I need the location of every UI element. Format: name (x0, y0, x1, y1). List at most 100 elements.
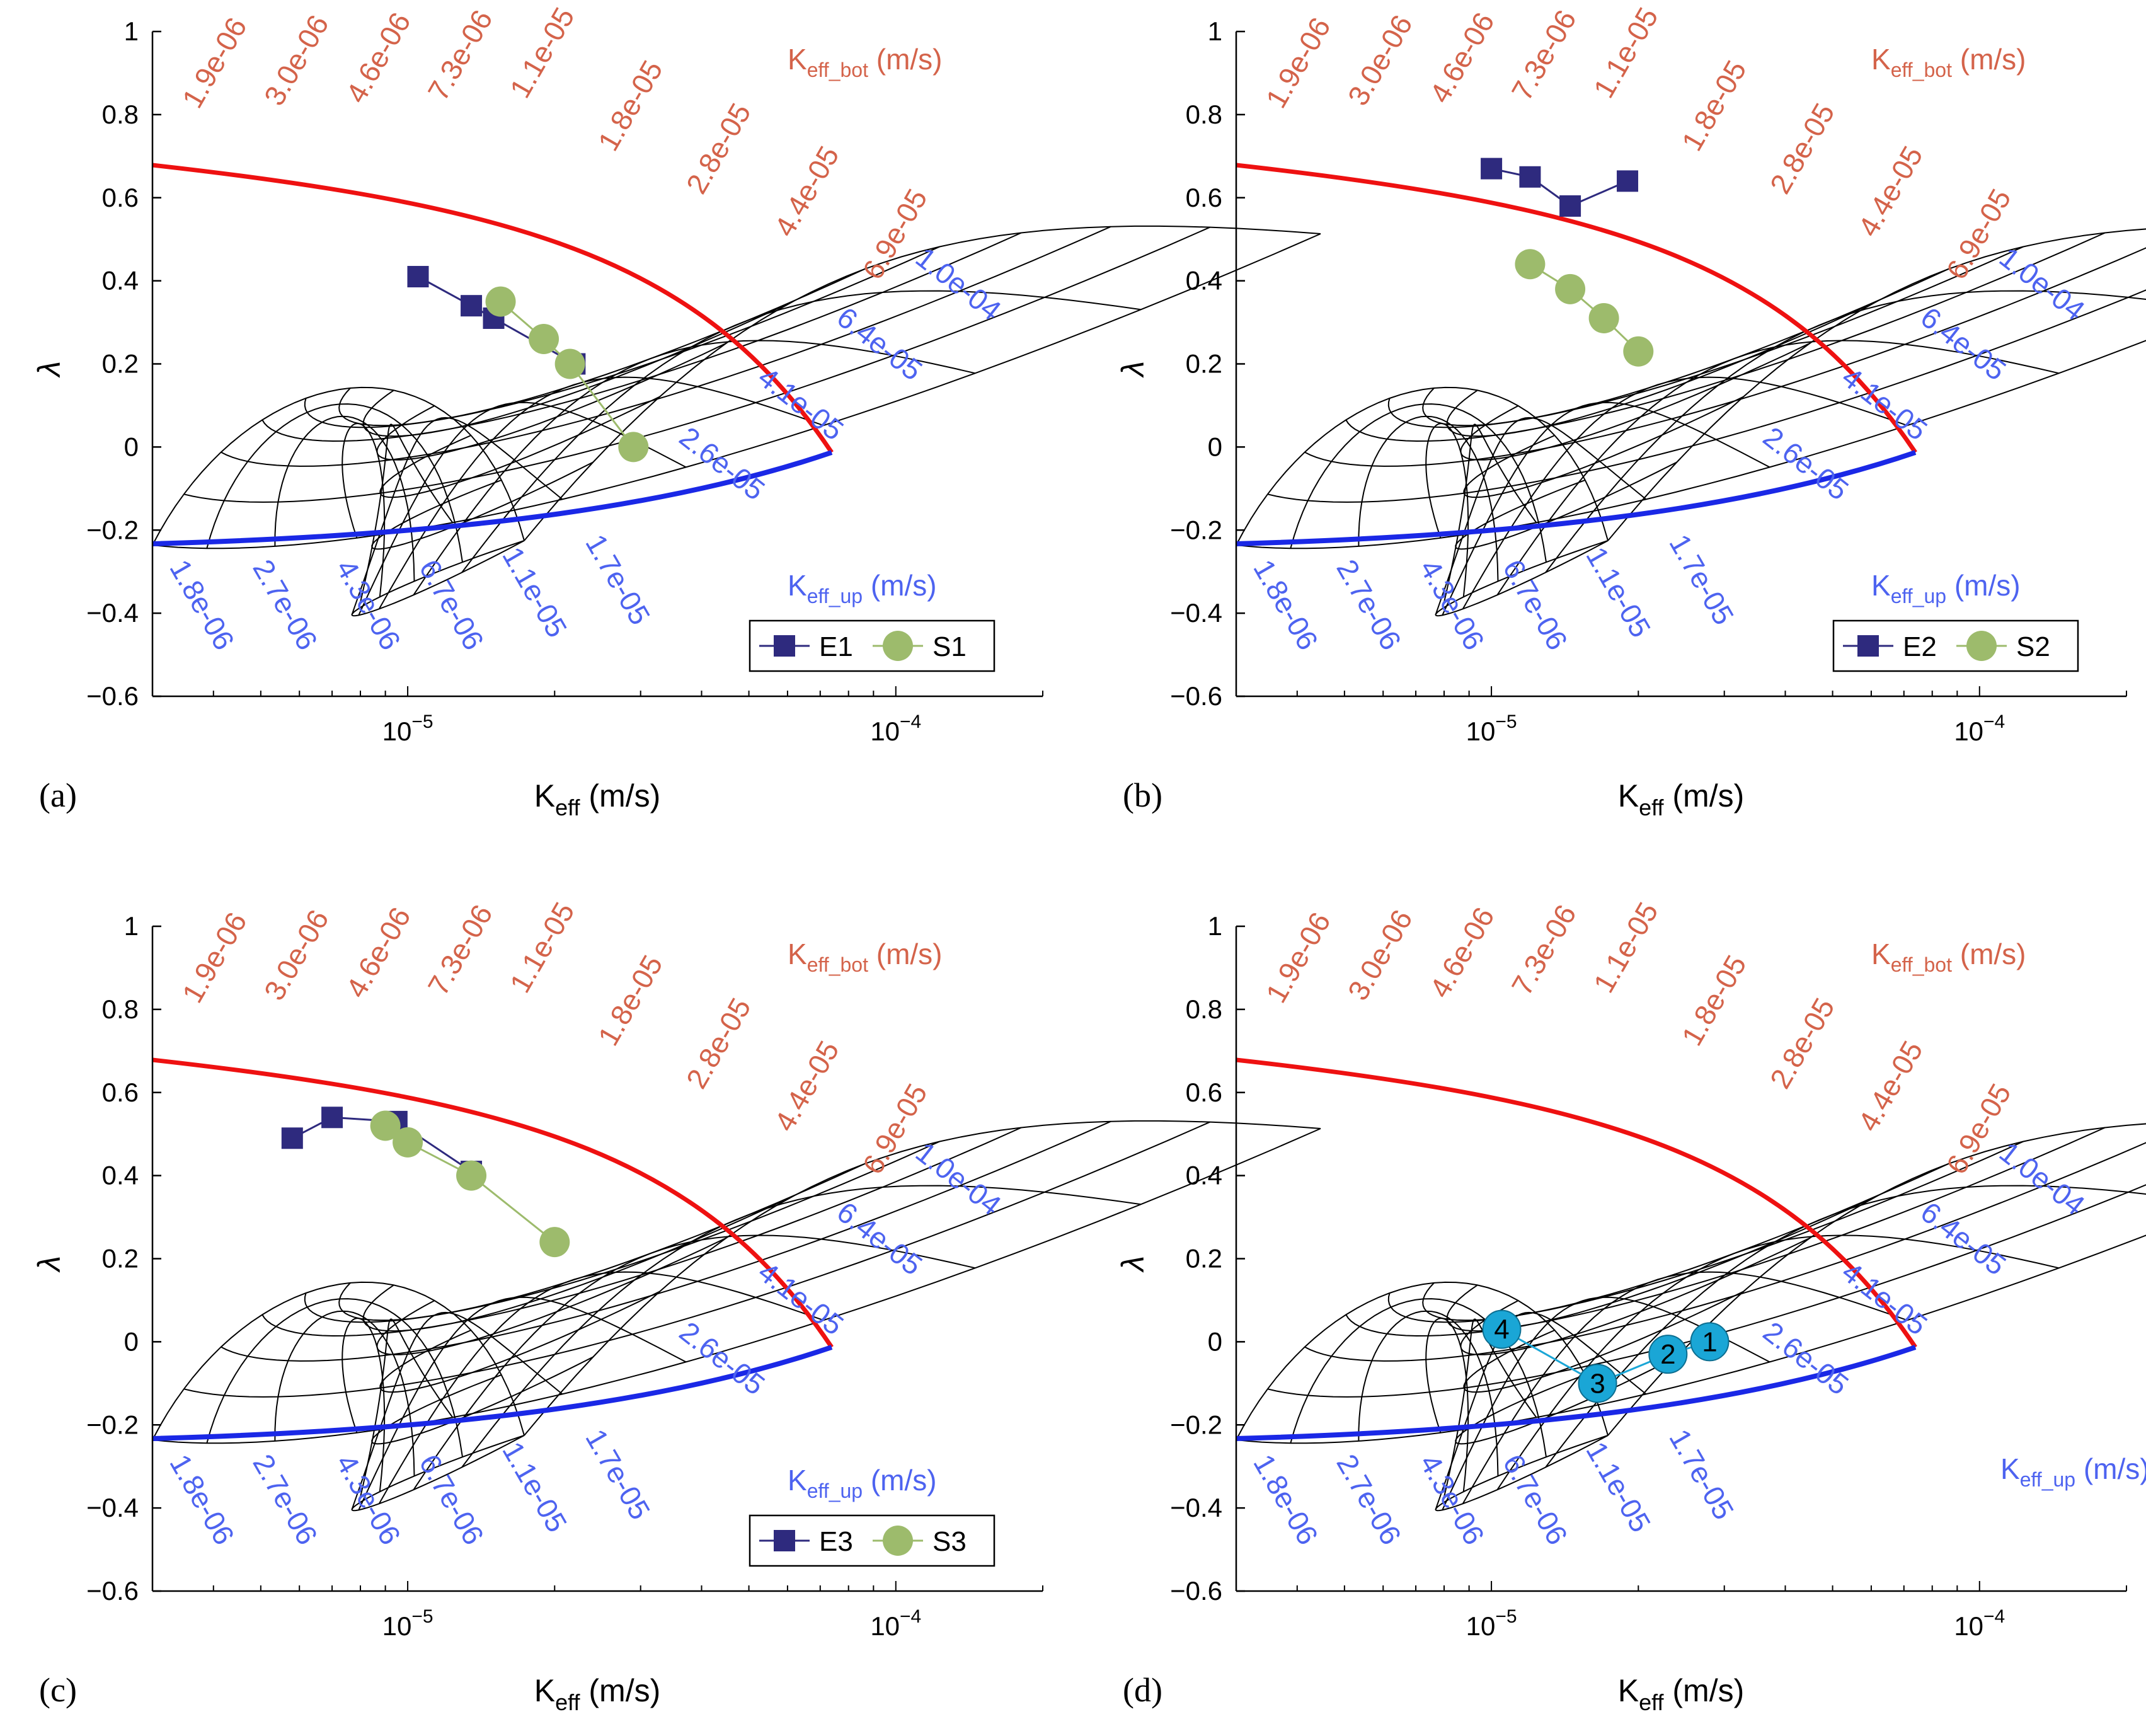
x-tick-exponent: −5 (1495, 711, 1517, 732)
grid-line-t (1462, 376, 1908, 609)
k-up-label: 1.1e-05 (496, 541, 573, 643)
legend: E1 S1 (749, 619, 996, 672)
k-bot-label: 1.1e-05 (503, 2, 581, 103)
grid-line-t (1358, 415, 1499, 582)
legend-marker-circle (883, 1526, 913, 1556)
y-tick-label: −0.6 (86, 1576, 139, 1606)
k-bot-label: 4.4e-05 (768, 141, 846, 242)
y-tick-label: −0.6 (86, 681, 139, 711)
k-bot-label: 3.0e-06 (1341, 904, 1419, 1006)
y-tick-label: 0.2 (102, 1244, 139, 1273)
x-tick-base: 10 (382, 1611, 412, 1641)
grid-line-t (1442, 1296, 1770, 1510)
y-tick-label: 0 (124, 1326, 139, 1356)
k-up-label: 1.8e-06 (1247, 554, 1324, 655)
k-up-label: 1.8e-06 (1247, 1449, 1324, 1550)
data-point-circle (485, 286, 516, 317)
y-tick-label: −0.2 (1170, 515, 1222, 544)
k-bot-label: 1.8e-05 (1675, 950, 1753, 1051)
k-bot-label: 7.3e-06 (1505, 4, 1583, 106)
k-bot-label: 1.9e-06 (176, 12, 253, 113)
x-tick-label: 10−5 (382, 711, 433, 746)
x-axis-title-unit: (m/s) (580, 1673, 661, 1708)
x-axis-title-unit: (m/s) (580, 778, 661, 813)
data-point-circle (370, 1110, 401, 1141)
red-boundary-curve (1236, 1057, 1917, 1348)
k-bot-title: Keff_bot (m/s) (1871, 938, 2026, 976)
grid-line-s (351, 1435, 525, 1512)
blue-boundary-curve (152, 450, 833, 546)
k-up-label: 4.1e-05 (1836, 1255, 1934, 1342)
panel-label: (d) (1123, 1671, 1162, 1709)
y-tick-label: −0.2 (1170, 1410, 1222, 1439)
k-up-label: 6.7e-06 (1496, 1449, 1574, 1550)
y-tick-label: 0.6 (102, 1078, 139, 1107)
y-tick-label: 0.6 (1186, 1078, 1222, 1107)
grid-line-t (152, 1281, 525, 1440)
k-bot-title-unit: (m/s) (1952, 43, 2026, 76)
y-tick-label: 0.8 (102, 100, 139, 129)
k-up-title-sub: eff_up (807, 585, 863, 607)
data-point-number: 4 (1494, 1314, 1509, 1345)
k-up-label: 1.7e-05 (1663, 529, 1740, 630)
k-up-label: 6.7e-06 (413, 554, 490, 655)
k-bot-title-unit: (m/s) (868, 43, 943, 76)
grid-line-t (351, 417, 563, 615)
grid-line-t (413, 340, 975, 595)
fan-grid (1236, 228, 2146, 617)
blue-boundary-curve (1236, 450, 1917, 546)
legend-label: E2 (1903, 631, 1937, 662)
grid-line-s (1387, 1141, 2024, 1323)
grid-line-s (1387, 246, 2024, 428)
y-tick-label: 0.4 (1186, 266, 1222, 296)
grid-line-t (1425, 1317, 1469, 1492)
k-up-label: 6.4e-05 (1915, 1195, 2012, 1282)
legend-label: E1 (819, 631, 853, 662)
grid-line-t (358, 401, 687, 616)
grid-line-t (1545, 290, 2146, 573)
y-tick-label: 0 (1208, 432, 1222, 461)
grid-line-t (413, 1234, 975, 1490)
k-bot-label: 3.0e-06 (1341, 9, 1419, 111)
y-tick-label: 0.6 (102, 183, 139, 212)
legend-marker-square (774, 1530, 795, 1551)
k-up-title: Keff_up (m/s) (2000, 1452, 2146, 1491)
data-point-square (1617, 170, 1639, 192)
k-bot-title-sub: eff_bot (807, 59, 868, 81)
grid-line-s (304, 1141, 940, 1323)
series-line-E2 (1491, 168, 1628, 207)
y-tick-label: 0.8 (102, 994, 139, 1024)
grid-line-t (1236, 386, 1609, 546)
k-bot-label: 4.4e-05 (1852, 1035, 1929, 1137)
k-up-label: 1.7e-05 (579, 529, 657, 630)
x-tick-exponent: −4 (1983, 1606, 2005, 1627)
grid-line-s (1435, 1435, 1609, 1512)
k-up-title-k: K (788, 1464, 807, 1497)
k-bot-title-k: K (1871, 43, 1891, 76)
k-up-label: 6.7e-06 (1496, 554, 1574, 655)
red-boundary-curve (152, 1057, 834, 1348)
x-tick-exponent: −5 (411, 1606, 433, 1627)
k-bot-label: 1.1e-05 (503, 897, 581, 998)
y-tick-label: −0.2 (86, 515, 139, 544)
x-tick-base: 10 (382, 716, 412, 746)
grid-line-t (1545, 1185, 2146, 1468)
y-tick-label: 1 (1208, 911, 1222, 941)
k-bot-title-sub: eff_bot (807, 953, 868, 976)
x-axis-title-k: K (1618, 778, 1639, 813)
y-tick-label: −0.6 (1170, 681, 1222, 711)
grid-line-s (362, 1195, 795, 1332)
data-point-square (1519, 166, 1541, 188)
x-axis-title-unit: (m/s) (1664, 1673, 1745, 1708)
x-tick-label: 10−4 (870, 1606, 921, 1641)
k-bot-label: 4.6e-06 (1423, 902, 1501, 1003)
k-bot-label: 2.8e-05 (1764, 98, 1841, 199)
k-up-label: 1.0e-04 (910, 241, 1007, 327)
y-tick-label: −0.4 (86, 598, 139, 628)
legend: E3 S3 (749, 1514, 996, 1567)
y-tick-label: −0.4 (1170, 598, 1222, 628)
data-point-circle (1623, 336, 1654, 367)
x-tick-label: 10−4 (1954, 711, 2005, 746)
k-up-label: 2.7e-06 (1330, 1449, 1408, 1550)
